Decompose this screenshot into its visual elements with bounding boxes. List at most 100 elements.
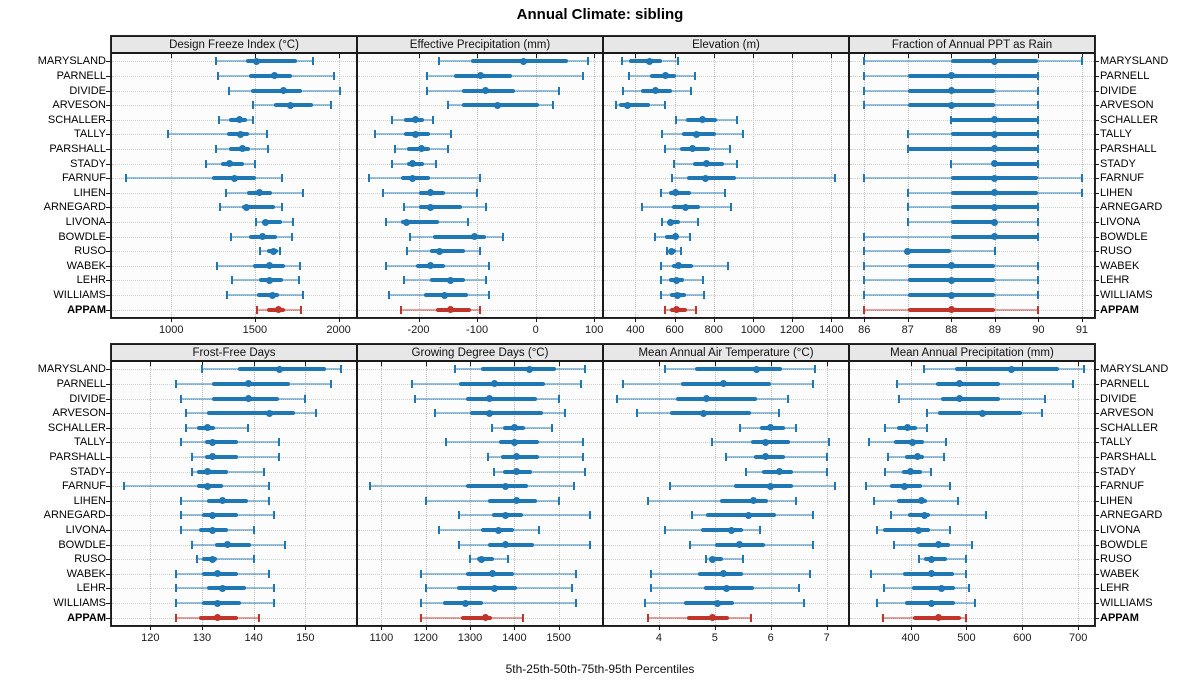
whisker-cap-5th [649,569,652,578]
row-tick [106,75,110,77]
whisker-cap-5th [863,247,866,256]
median-dot [268,291,276,299]
station-label-right: FARNUF [1100,480,1144,493]
median-dot [947,72,955,80]
whisker-cap-5th [659,261,662,270]
row-tick [1095,559,1099,561]
median-dot [991,145,999,153]
row-tick [106,398,110,400]
axis-tick-label: 130 [192,632,212,644]
whisker-cap-5th [411,379,414,388]
row-tick [1095,573,1099,575]
axis-tick [864,318,866,322]
gridline-h [112,471,356,473]
range-box-25th-75th [955,367,1059,372]
whisker-cap-5th [863,261,866,270]
whisker-cap-5th [950,159,953,168]
median-dot [274,306,282,314]
range-box-25th-75th [262,220,282,225]
gridline-v [1081,54,1083,317]
range-box-25th-75th [476,557,495,562]
gridline-h [604,75,848,77]
median-dot [265,409,273,417]
median-dot [441,291,449,299]
gridline-h [850,427,1094,429]
axis-tick-top [1081,54,1083,58]
median-dot [287,101,295,109]
whisker-cap-95th [575,569,578,578]
median-dot [501,541,509,549]
row-tick [106,207,110,209]
whisker-cap-5th [906,203,909,212]
gridline-v [201,362,203,625]
range-box-25th-75th [433,234,486,239]
row-tick [1095,398,1099,400]
whisker-cap-5th [125,174,128,183]
whisker-cap-95th [479,247,481,256]
median-dot [947,101,955,109]
gridline-h [358,369,602,371]
gridline-h [850,530,1094,532]
whisker-cap-95th [579,379,582,388]
gridline-h [604,134,848,136]
row-tick [106,148,110,150]
axis-tick-label: 1300 [457,632,483,644]
whisker-cap-5th [875,526,878,535]
station-label-left: BOWDLE [58,538,106,551]
gridline-h [850,559,1094,561]
whisker-cap-5th [424,496,427,505]
median-dot [513,468,521,476]
gridline-h [604,61,848,63]
station-label-left: LIHEN [73,186,106,199]
range-box-25th-75th [907,249,952,254]
station-label-left: WILLIAMS [53,289,106,302]
whisker-cap-5th [123,482,126,491]
whisker-cap-95th [736,115,739,124]
gridline-h [112,369,356,371]
axis-tick [792,318,794,322]
gridline-v [425,362,427,625]
whisker-cap-5th [649,584,652,593]
whisker-cap-5th [255,305,258,314]
whisker-cap-95th [794,496,797,505]
axis-tick-label: 5 [711,632,718,644]
median-dot [947,291,955,299]
whisker-cap-95th [729,144,732,153]
range-box-25th-75th [498,440,539,445]
axis-tick-top [535,54,537,58]
station-label-left: LEHR [76,274,106,287]
whisker-cap-5th [424,584,427,593]
whisker-cap-5th [402,276,405,285]
whisker-cap-5th [663,144,666,153]
axis-tick-top [477,54,479,58]
whisker-cap-95th [730,203,733,212]
range-box-25th-75th [751,440,791,445]
gridline-v [253,362,255,625]
whisker-cap-95th [273,584,276,593]
whisker-cap-5th [863,101,866,110]
median-dot [767,424,775,432]
median-dot [668,247,676,255]
row-tick [106,471,110,473]
axis-tick [418,318,420,322]
row-tick [1095,119,1099,121]
gridline-h [358,207,602,209]
median-dot [708,555,716,563]
median-dot [761,438,769,446]
whisker-cap-95th [695,305,698,314]
axis-tick-label: -200 [407,324,430,336]
median-dot [688,145,696,153]
gridline-h [604,309,848,311]
range-box-25th-75th [687,176,737,181]
range-box-25th-75th [207,498,249,503]
gridline-v [1038,54,1040,317]
axis-tick-label: -100 [466,324,489,336]
row-tick [1095,427,1099,429]
axis-tick-top [150,362,152,366]
whisker-cap-5th [688,540,691,549]
gridline-h [358,442,602,444]
axis-tick [714,626,716,630]
axis-tick-top [418,54,420,58]
whisker-cap-5th [674,115,677,124]
station-label-right: ARNEGARD [1100,509,1163,522]
